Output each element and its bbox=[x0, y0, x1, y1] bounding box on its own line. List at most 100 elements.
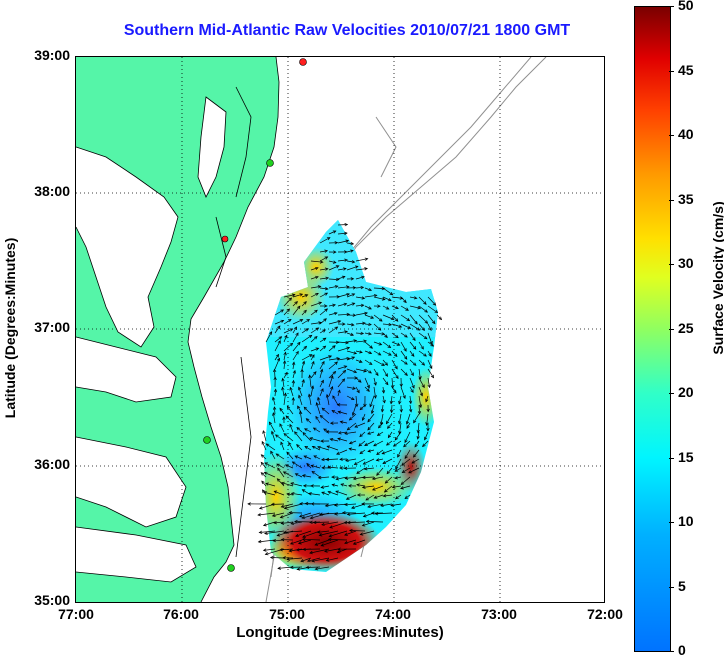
velocity-arrowhead bbox=[317, 285, 322, 289]
velocity-arrowhead bbox=[325, 393, 330, 398]
x-axis-label: Longitude (Degrees:Minutes) bbox=[236, 624, 444, 641]
velocity-arrowhead bbox=[345, 341, 349, 345]
velocity-vector bbox=[424, 431, 429, 440]
velocity-arrowhead bbox=[269, 555, 274, 560]
velocity-arrowhead bbox=[324, 503, 329, 508]
velocity-arrowhead bbox=[308, 334, 313, 339]
velocity-arrowhead bbox=[292, 369, 296, 374]
velocity-vector bbox=[355, 340, 367, 343]
velocity-vector bbox=[275, 434, 285, 442]
velocity-vector bbox=[299, 411, 303, 424]
velocity-arrowhead bbox=[309, 437, 313, 441]
velocity-arrowhead bbox=[362, 514, 367, 518]
velocity-arrowhead bbox=[361, 417, 365, 422]
velocity-vector bbox=[283, 319, 292, 325]
velocity-arrowhead bbox=[356, 493, 361, 497]
velocity-vector bbox=[390, 503, 402, 506]
velocity-vector bbox=[373, 314, 383, 322]
velocity-arrowhead bbox=[373, 495, 378, 499]
velocity-arrowhead bbox=[348, 417, 353, 421]
velocity-vector bbox=[345, 458, 357, 462]
velocity-arrowhead bbox=[294, 473, 299, 477]
velocity-arrowhead bbox=[370, 511, 375, 515]
velocity-arrowhead bbox=[309, 520, 313, 525]
velocity-vector bbox=[346, 340, 357, 343]
velocity-vector bbox=[326, 394, 330, 406]
velocity-arrowhead bbox=[356, 483, 360, 487]
velocity-arrowhead bbox=[310, 484, 314, 488]
velocity-arrowhead bbox=[386, 470, 391, 475]
x-tick-74: 74:00 bbox=[375, 606, 411, 622]
velocity-arrowhead bbox=[289, 541, 294, 545]
velocity-vector bbox=[303, 406, 312, 415]
velocity-arrowhead bbox=[368, 332, 372, 336]
velocity-arrowhead bbox=[417, 306, 422, 310]
velocity-vector bbox=[312, 445, 321, 451]
velocity-vector bbox=[292, 351, 299, 361]
velocity-vector bbox=[400, 314, 410, 321]
velocity-arrowhead bbox=[331, 483, 336, 487]
velocity-vector bbox=[374, 494, 384, 499]
velocity-vector bbox=[418, 296, 427, 305]
velocity-arrowhead bbox=[403, 299, 407, 304]
velocity-arrowhead bbox=[391, 485, 396, 489]
velocity-arrowhead bbox=[306, 558, 311, 563]
velocity-arrowhead bbox=[261, 480, 265, 485]
velocity-vector bbox=[346, 332, 354, 336]
velocity-vector bbox=[409, 386, 414, 393]
velocity-vector bbox=[263, 491, 276, 496]
velocity-vector bbox=[337, 357, 350, 361]
velocity-arrowhead bbox=[388, 352, 392, 356]
velocity-arrowhead bbox=[324, 304, 328, 308]
velocity-arrowhead bbox=[337, 547, 341, 551]
velocity-arrowhead bbox=[334, 361, 338, 365]
velocity-arrowhead bbox=[333, 250, 337, 254]
velocity-arrowhead bbox=[408, 470, 412, 474]
velocity-vector bbox=[373, 368, 379, 376]
velocity-arrowhead bbox=[361, 502, 365, 506]
velocity-arrowhead bbox=[269, 331, 273, 335]
velocity-vector bbox=[298, 539, 312, 544]
velocity-vector bbox=[418, 341, 424, 350]
velocity-arrowhead bbox=[346, 512, 351, 516]
velocity-arrowhead bbox=[337, 431, 342, 435]
velocity-vector bbox=[306, 566, 321, 568]
velocity-vector bbox=[384, 485, 393, 493]
velocity-arrowhead bbox=[351, 505, 355, 509]
velocity-vector bbox=[427, 368, 434, 378]
velocity-arrowhead bbox=[303, 406, 308, 411]
velocity-vector bbox=[324, 548, 339, 552]
velocity-arrowhead bbox=[330, 375, 334, 379]
velocity-arrowhead bbox=[305, 565, 310, 570]
velocity-arrowhead bbox=[323, 318, 327, 322]
velocity-arrowhead bbox=[403, 443, 407, 448]
velocity-arrowhead bbox=[291, 461, 296, 465]
velocity-arrowhead bbox=[314, 567, 319, 571]
velocity-vector bbox=[409, 368, 414, 376]
velocity-arrowhead bbox=[301, 515, 306, 520]
velocity-arrowhead bbox=[367, 431, 371, 435]
colorbar-label: Surface Velocity (cm/s) bbox=[710, 201, 724, 355]
velocity-vector bbox=[402, 467, 411, 473]
velocity-vector bbox=[418, 332, 428, 340]
velocity-vector bbox=[292, 362, 295, 370]
velocity-arrowhead bbox=[367, 426, 371, 431]
velocity-vector bbox=[328, 312, 338, 316]
velocity-vector bbox=[318, 476, 330, 479]
velocity-arrowhead bbox=[352, 476, 357, 481]
velocity-vector bbox=[283, 294, 295, 298]
velocity-vector bbox=[391, 323, 402, 328]
velocity-arrowhead bbox=[286, 405, 291, 410]
velocity-vector bbox=[355, 296, 365, 299]
velocity-arrowhead bbox=[324, 249, 329, 253]
velocity-vector bbox=[336, 449, 348, 455]
velocity-arrowhead bbox=[314, 309, 318, 314]
velocity-vector bbox=[291, 521, 303, 525]
velocity-arrowhead bbox=[361, 475, 366, 480]
velocity-arrowhead bbox=[294, 519, 298, 524]
velocity-arrowhead bbox=[311, 354, 315, 358]
velocity-field bbox=[247, 220, 443, 572]
velocity-vector bbox=[261, 454, 267, 460]
velocity-vector bbox=[301, 328, 309, 334]
velocity-arrowhead bbox=[270, 450, 274, 455]
